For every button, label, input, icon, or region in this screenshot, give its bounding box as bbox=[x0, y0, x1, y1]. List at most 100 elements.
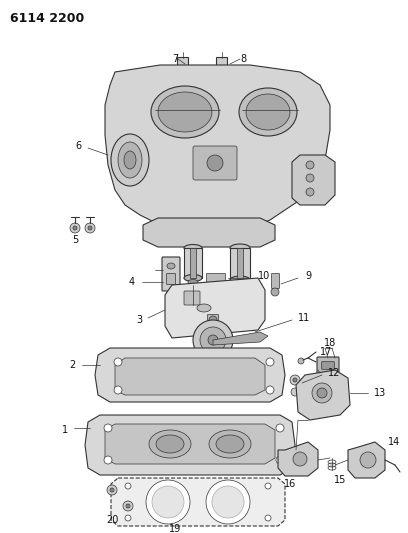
Ellipse shape bbox=[230, 276, 250, 284]
Circle shape bbox=[114, 386, 122, 394]
FancyBboxPatch shape bbox=[317, 357, 339, 374]
Ellipse shape bbox=[118, 142, 142, 178]
FancyBboxPatch shape bbox=[166, 273, 175, 285]
Circle shape bbox=[193, 320, 233, 360]
Ellipse shape bbox=[216, 435, 244, 453]
Text: 7: 7 bbox=[172, 54, 178, 64]
Ellipse shape bbox=[111, 134, 149, 186]
Ellipse shape bbox=[209, 430, 251, 458]
Ellipse shape bbox=[156, 435, 184, 453]
Circle shape bbox=[293, 378, 297, 382]
Polygon shape bbox=[85, 415, 295, 475]
Circle shape bbox=[146, 480, 190, 524]
Ellipse shape bbox=[167, 263, 175, 269]
Circle shape bbox=[207, 155, 223, 171]
Circle shape bbox=[125, 483, 131, 489]
Circle shape bbox=[266, 358, 274, 366]
FancyBboxPatch shape bbox=[219, 67, 225, 74]
Text: 11: 11 bbox=[298, 313, 310, 323]
Text: 1: 1 bbox=[62, 425, 68, 435]
Polygon shape bbox=[278, 442, 318, 476]
Circle shape bbox=[212, 486, 244, 518]
Circle shape bbox=[276, 424, 284, 432]
Circle shape bbox=[265, 483, 271, 489]
FancyBboxPatch shape bbox=[193, 146, 237, 180]
Ellipse shape bbox=[151, 86, 219, 138]
Ellipse shape bbox=[158, 92, 212, 132]
Circle shape bbox=[265, 515, 271, 521]
Polygon shape bbox=[111, 478, 285, 526]
Ellipse shape bbox=[239, 88, 297, 136]
Circle shape bbox=[312, 383, 332, 403]
Circle shape bbox=[290, 375, 300, 385]
FancyBboxPatch shape bbox=[208, 314, 219, 327]
Circle shape bbox=[152, 486, 184, 518]
Circle shape bbox=[190, 305, 196, 311]
Text: 4: 4 bbox=[129, 277, 135, 287]
Circle shape bbox=[114, 358, 122, 366]
Polygon shape bbox=[292, 155, 335, 205]
Text: 18: 18 bbox=[324, 338, 336, 348]
Circle shape bbox=[70, 223, 80, 233]
Polygon shape bbox=[296, 370, 350, 420]
Text: 3: 3 bbox=[136, 315, 142, 325]
FancyBboxPatch shape bbox=[237, 248, 243, 280]
Polygon shape bbox=[105, 424, 275, 464]
Text: 5: 5 bbox=[72, 235, 78, 245]
Text: 15: 15 bbox=[334, 475, 346, 485]
Circle shape bbox=[126, 504, 130, 508]
Circle shape bbox=[271, 288, 279, 296]
FancyBboxPatch shape bbox=[190, 248, 196, 278]
Circle shape bbox=[206, 480, 250, 524]
FancyBboxPatch shape bbox=[322, 362, 334, 369]
Circle shape bbox=[110, 488, 114, 492]
Ellipse shape bbox=[184, 245, 202, 252]
Ellipse shape bbox=[184, 274, 202, 281]
Circle shape bbox=[306, 174, 314, 182]
Circle shape bbox=[107, 485, 117, 495]
FancyBboxPatch shape bbox=[180, 67, 186, 74]
Polygon shape bbox=[165, 278, 265, 338]
Circle shape bbox=[104, 424, 112, 432]
Circle shape bbox=[317, 388, 327, 398]
Circle shape bbox=[200, 327, 226, 353]
Circle shape bbox=[291, 388, 299, 396]
Text: 13: 13 bbox=[374, 388, 386, 398]
Ellipse shape bbox=[230, 244, 250, 252]
Circle shape bbox=[123, 501, 133, 511]
Circle shape bbox=[293, 452, 307, 466]
Ellipse shape bbox=[246, 94, 290, 130]
Ellipse shape bbox=[197, 304, 211, 312]
Ellipse shape bbox=[149, 430, 191, 458]
Ellipse shape bbox=[124, 151, 136, 169]
Text: 17: 17 bbox=[320, 347, 333, 357]
Ellipse shape bbox=[188, 279, 198, 285]
Circle shape bbox=[209, 316, 217, 324]
Circle shape bbox=[73, 226, 77, 230]
Polygon shape bbox=[213, 332, 268, 345]
FancyBboxPatch shape bbox=[271, 273, 279, 288]
Circle shape bbox=[306, 161, 314, 169]
Text: 10: 10 bbox=[258, 271, 270, 281]
Text: 9: 9 bbox=[305, 271, 311, 281]
Text: 6114 2200: 6114 2200 bbox=[10, 12, 84, 25]
Circle shape bbox=[125, 515, 131, 521]
Text: 6: 6 bbox=[76, 141, 82, 151]
FancyBboxPatch shape bbox=[230, 248, 250, 280]
Text: 8: 8 bbox=[240, 54, 246, 64]
Polygon shape bbox=[95, 348, 285, 402]
Text: 2: 2 bbox=[70, 360, 76, 370]
Polygon shape bbox=[143, 218, 275, 247]
Text: 16: 16 bbox=[284, 479, 296, 489]
FancyBboxPatch shape bbox=[177, 58, 188, 68]
Circle shape bbox=[306, 188, 314, 196]
Polygon shape bbox=[115, 358, 265, 395]
Text: 12: 12 bbox=[328, 368, 340, 378]
Text: 19: 19 bbox=[169, 524, 181, 533]
Circle shape bbox=[266, 386, 274, 394]
Circle shape bbox=[85, 223, 95, 233]
FancyBboxPatch shape bbox=[184, 291, 200, 305]
FancyBboxPatch shape bbox=[162, 257, 180, 291]
Polygon shape bbox=[348, 442, 385, 478]
Circle shape bbox=[104, 456, 112, 464]
